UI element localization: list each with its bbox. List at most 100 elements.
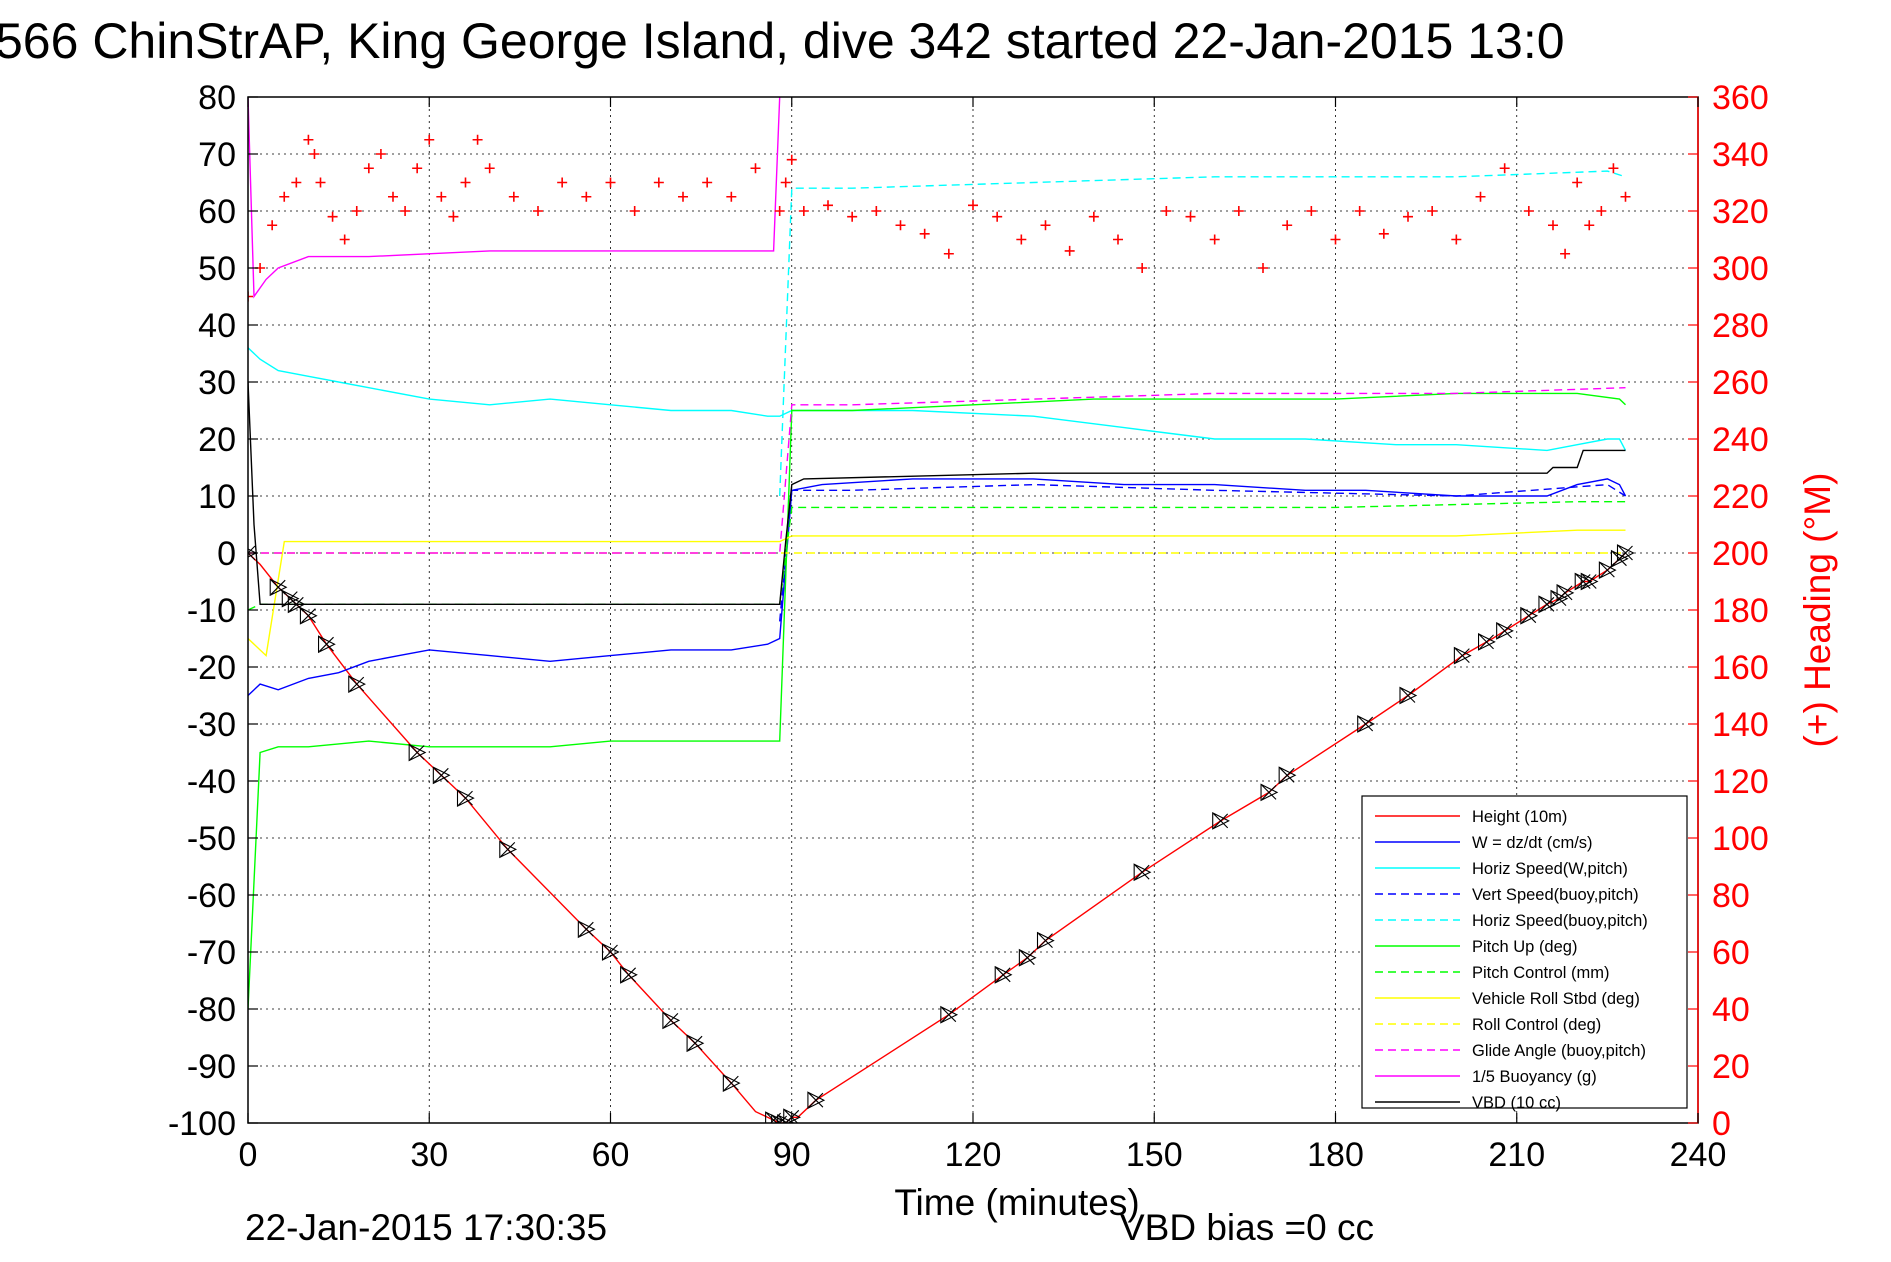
glider-marker-15 — [686, 1034, 705, 1053]
y-right-tick-label-320: 320 — [1712, 193, 1769, 231]
x-axis-label: Time (minutes) — [894, 1182, 1139, 1223]
legend-label-6: Pitch Control (mm) — [1472, 964, 1610, 982]
chart-title: 566 ChinStrAP, King George Island, dive … — [0, 13, 1565, 69]
y-tick-label--20: -20 — [187, 649, 236, 687]
y-right-tick-label-220: 220 — [1712, 478, 1769, 516]
glider-marker-11 — [577, 920, 596, 939]
glider-marker-30 — [1357, 715, 1375, 733]
heading-point-3 — [279, 191, 290, 202]
legend-label-1: W = dz/dt (cm/s) — [1472, 834, 1593, 852]
heading-point-41 — [919, 228, 930, 239]
glider-marker-34 — [1496, 622, 1514, 640]
x-tick-label-0: 0 — [239, 1136, 258, 1174]
glider-marker-24 — [1018, 948, 1037, 967]
heading-point-32 — [750, 163, 761, 174]
heading-point-68 — [1560, 248, 1571, 259]
heading-point-42 — [943, 248, 954, 259]
y-right-tick-label-60: 60 — [1712, 934, 1750, 972]
glider-marker-27 — [1212, 812, 1230, 830]
y-right-tick-label-340: 340 — [1712, 136, 1769, 174]
heading-point-20 — [472, 134, 483, 145]
series-layer — [248, 97, 1635, 1123]
glider-marker-5 — [317, 635, 336, 654]
y-tick-label-50: 50 — [198, 250, 236, 288]
legend-label-8: Roll Control (deg) — [1472, 1016, 1601, 1034]
heading-point-14 — [400, 206, 411, 216]
glider-marker-4 — [299, 606, 318, 625]
x-tick-label-210: 210 — [1488, 1136, 1545, 1174]
y-tick-label-40: 40 — [198, 307, 236, 345]
right-y-axis-label: (+) Heading (°M) — [1797, 473, 1838, 748]
heading-point-66 — [1523, 206, 1534, 216]
series-line-5 — [248, 392, 1626, 1010]
y-tick-label--10: -10 — [187, 592, 236, 630]
legend-label-2: Horiz Speed(W,pitch) — [1472, 860, 1628, 878]
heading-point-31 — [726, 191, 737, 202]
left-y-axis: 80 70 60 50 40 30 20 10 0 -10 -20 -30 -40 -50 -60 -70 -8… — [168, 79, 258, 1143]
heading-point-8 — [327, 211, 338, 222]
y-tick-label-60: 60 — [198, 193, 236, 231]
y-right-tick-label-120: 120 — [1712, 763, 1769, 801]
glider-marker-38 — [1556, 584, 1575, 602]
heading-point-39 — [871, 206, 882, 216]
glider-marker-14 — [662, 1011, 681, 1030]
glider-marker-36 — [1538, 595, 1557, 614]
glider-marker-10 — [499, 840, 518, 859]
x-tick-label-30: 30 — [410, 1136, 448, 1174]
series-line-9 — [248, 387, 1626, 554]
heading-point-10 — [351, 206, 362, 216]
heading-point-53 — [1209, 234, 1220, 245]
y-right-tick-label-140: 140 — [1712, 706, 1769, 744]
y-tick-label-30: 30 — [198, 364, 236, 402]
heading-point-17 — [436, 191, 447, 202]
heading-point-36 — [798, 206, 809, 216]
y-tick-label--90: -90 — [187, 1048, 236, 1086]
y-tick-label--50: -50 — [187, 820, 236, 858]
x-axis: 0 30 60 90 120 150 180 210 240 — [239, 97, 1726, 1174]
legend-box — [1361, 795, 1688, 1109]
heading-point-18 — [448, 211, 459, 222]
footer-vbd-bias: VBD bias =0 cc — [1120, 1207, 1374, 1248]
heading-point-58 — [1330, 234, 1341, 245]
glider-marker-21 — [807, 1091, 826, 1110]
heading-point-34 — [780, 177, 791, 188]
y-tick-label--70: -70 — [187, 934, 236, 972]
series-line-2 — [248, 347, 1627, 452]
glider-marker-41 — [1598, 561, 1617, 579]
glider-marker-16 — [722, 1074, 741, 1092]
y-right-tick-label-200: 200 — [1712, 535, 1769, 573]
y-tick-label-80: 80 — [198, 79, 236, 117]
y-right-tick-label-360: 360 — [1712, 79, 1769, 117]
glider-marker-43 — [1616, 544, 1635, 562]
heading-point-23 — [533, 206, 543, 216]
y-tick-label-0: 0 — [217, 535, 236, 573]
heading-point-22 — [508, 191, 519, 202]
y-right-tick-label-40: 40 — [1712, 991, 1750, 1029]
y-tick-label--40: -40 — [187, 763, 236, 801]
heading-point-29 — [678, 191, 688, 202]
heading-point-69 — [1572, 177, 1583, 188]
heading-point-9 — [339, 234, 350, 245]
x-tick-label-60: 60 — [592, 1136, 630, 1174]
glider-marker-35 — [1520, 606, 1539, 625]
heading-point-4 — [291, 177, 302, 188]
x-tick-label-90: 90 — [773, 1136, 811, 1174]
heading-point-24 — [557, 177, 568, 188]
heading-point-15 — [412, 163, 423, 174]
heading-point-56 — [1282, 220, 1293, 231]
glider-marker-28 — [1260, 783, 1279, 802]
heading-point-21 — [484, 163, 495, 174]
legend-label-4: Horiz Speed(buoy,pitch) — [1472, 912, 1648, 930]
y-right-tick-label-300: 300 — [1712, 250, 1769, 288]
heading-point-48 — [1088, 211, 1099, 222]
heading-point-49 — [1113, 234, 1123, 245]
legend-label-10: 1/5 Buoyancy (g) — [1472, 1068, 1597, 1086]
series-line-10 — [248, 97, 781, 299]
y-right-tick-label-160: 160 — [1712, 649, 1769, 687]
y-tick-label--30: -30 — [187, 706, 236, 744]
legend-label-9: Glide Angle (buoy,pitch) — [1472, 1042, 1646, 1060]
heading-point-54 — [1233, 206, 1244, 216]
y-right-tick-label-0: 0 — [1712, 1105, 1731, 1143]
heading-point-71 — [1596, 206, 1607, 216]
